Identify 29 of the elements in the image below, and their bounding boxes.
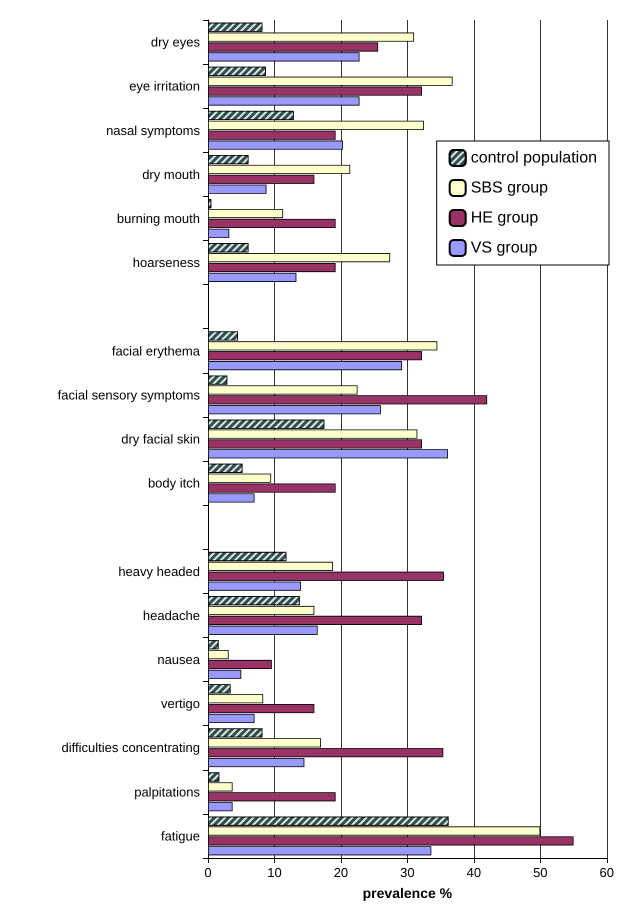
y-tick-label: dry facial skin [121, 432, 200, 446]
x-tick-label: 50 [533, 865, 548, 880]
x-tick-label: 60 [600, 865, 614, 880]
x-tick-label: 20 [334, 865, 348, 880]
x-tick-label: 40 [466, 865, 482, 880]
legend-label: HE group [470, 210, 538, 226]
legend-label: VS group [470, 240, 538, 256]
y-tick-label: headache [142, 608, 200, 623]
y-tick-label: facial sensory symptoms [58, 387, 200, 402]
y-tick-label: nasal symptoms [106, 122, 200, 138]
y-tick-label: vertigo [160, 696, 200, 712]
y-tick-label: heavy headed [118, 564, 200, 579]
y-tick-label: body itch [148, 476, 200, 491]
y-tick-label: dry mouth [142, 166, 200, 182]
y-tick-label: dry eyes [150, 34, 200, 50]
y-tick-label: nausea [157, 652, 201, 668]
x-tick-label: 0 [204, 865, 212, 880]
y-tick-label: palpitations [134, 784, 200, 800]
legend-label: SBS group [470, 180, 548, 196]
y-tick-label: facial erythema [112, 343, 201, 358]
y-tick-label: burning mouth [116, 210, 200, 226]
x-axis-title: prevalence % [362, 885, 453, 901]
y-tick-label: hoarseness [132, 255, 200, 270]
y-tick-label: fatigue [160, 828, 200, 844]
y-tick-label: eye irritation [129, 78, 200, 94]
x-tick-label: 10 [267, 865, 282, 880]
x-tick-label: 30 [400, 865, 415, 880]
legend-label: control population [470, 150, 597, 166]
y-tick-label: difficulties concentrating [61, 740, 200, 756]
